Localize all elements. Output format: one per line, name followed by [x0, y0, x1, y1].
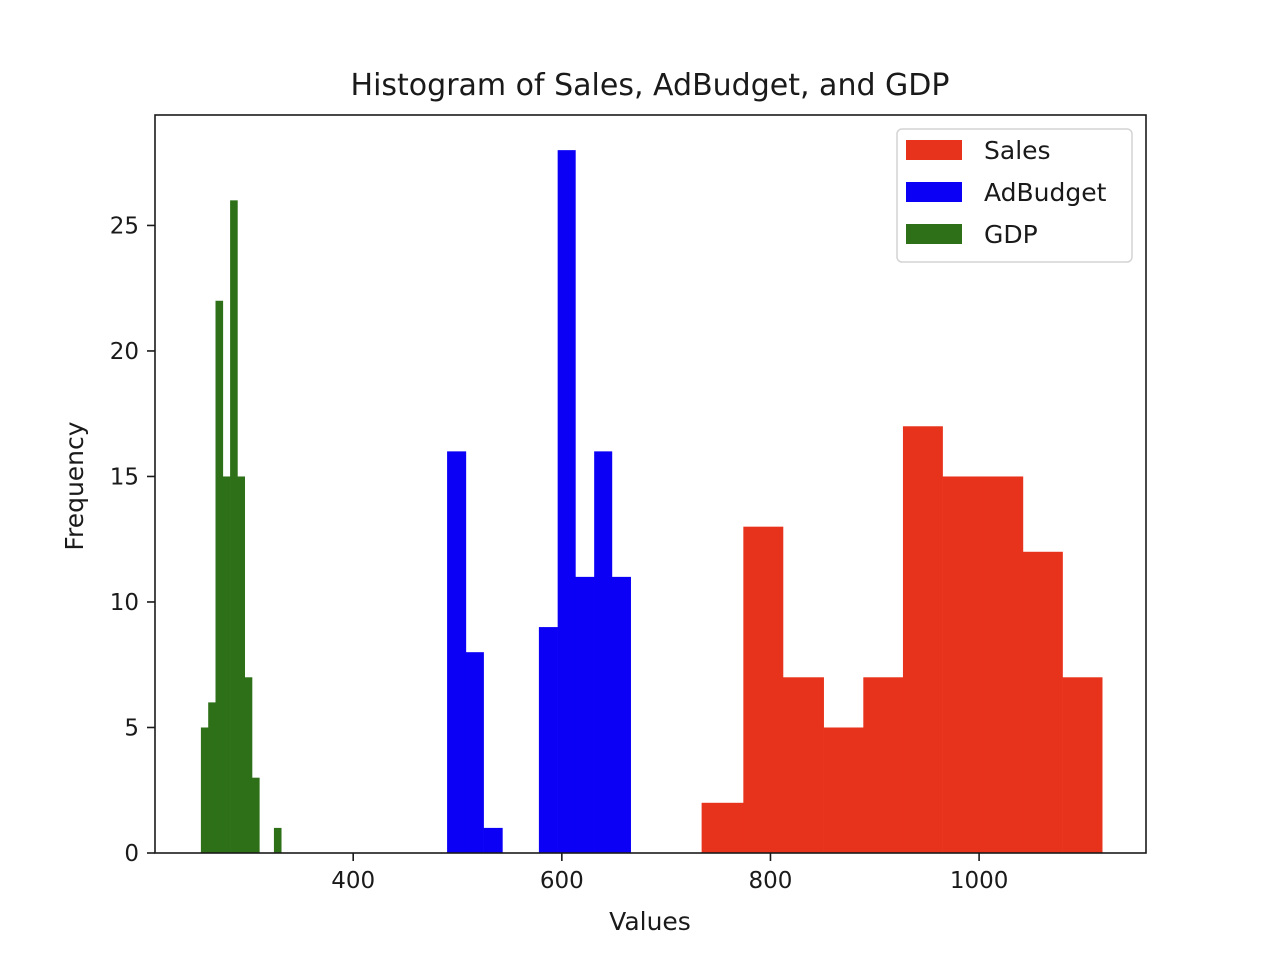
gdp-bar [208, 702, 216, 853]
series-sales [701, 426, 1103, 853]
x-axis-label: Values [609, 907, 691, 936]
bars-layer [200, 150, 1103, 854]
sales-bar [823, 727, 864, 853]
x-tick-label: 400 [331, 868, 375, 894]
adbudget-bar [483, 827, 503, 853]
gdp-bar [237, 476, 246, 853]
adbudget-bar [594, 451, 613, 853]
adbudget-bar [538, 627, 558, 853]
x-axis: 400 600 800 1000 [331, 853, 1008, 894]
gdp-bar [222, 476, 231, 853]
sales-bar [1062, 677, 1103, 853]
y-tick-label: 15 [110, 464, 139, 490]
adbudget-bar [575, 576, 595, 853]
y-axis: 0 5 10 15 20 25 [110, 213, 155, 867]
sales-bar [701, 802, 744, 853]
legend-label-adbudget: AdBudget [984, 178, 1107, 207]
sales-bar [743, 526, 784, 853]
adbudget-bar [557, 150, 576, 854]
y-axis-label: Frequency [60, 421, 89, 550]
x-tick-label: 800 [749, 868, 793, 894]
plot-frame [154, 114, 1147, 854]
adbudget-bar [447, 451, 467, 853]
adbudget-bar [611, 576, 631, 853]
gdp-bar [273, 827, 282, 853]
y-tick-label: 20 [110, 339, 139, 365]
gdp-bar [230, 200, 238, 854]
sales-bar [942, 476, 984, 853]
legend-swatch-gdp [906, 224, 962, 244]
gdp-bar [215, 300, 224, 853]
gdp-bar [252, 777, 260, 853]
x-tick-label: 1000 [950, 868, 1009, 894]
adbudget-bar [465, 652, 484, 853]
y-tick-label: 25 [110, 213, 139, 239]
gdp-bar [200, 727, 209, 853]
y-tick-label: 5 [124, 715, 139, 741]
sales-bar [983, 476, 1024, 853]
legend-label-sales: Sales [984, 136, 1051, 165]
legend-swatch-sales [906, 140, 962, 160]
sales-bar [1022, 551, 1063, 853]
y-tick-label: 0 [124, 841, 139, 867]
series-adbudget [447, 150, 631, 854]
y-tick-label: 10 [110, 590, 139, 616]
legend-swatch-adbudget [906, 182, 962, 202]
sales-bar [902, 426, 943, 853]
chart-title: Histogram of Sales, AdBudget, and GDP [351, 68, 950, 103]
sales-bar [863, 677, 904, 853]
legend-label-gdp: GDP [984, 220, 1038, 249]
sales-bar [782, 677, 824, 853]
gdp-bar [244, 677, 253, 853]
series-gdp [200, 200, 282, 854]
x-tick-label: 600 [540, 868, 584, 894]
legend: Sales AdBudget GDP [896, 128, 1133, 263]
